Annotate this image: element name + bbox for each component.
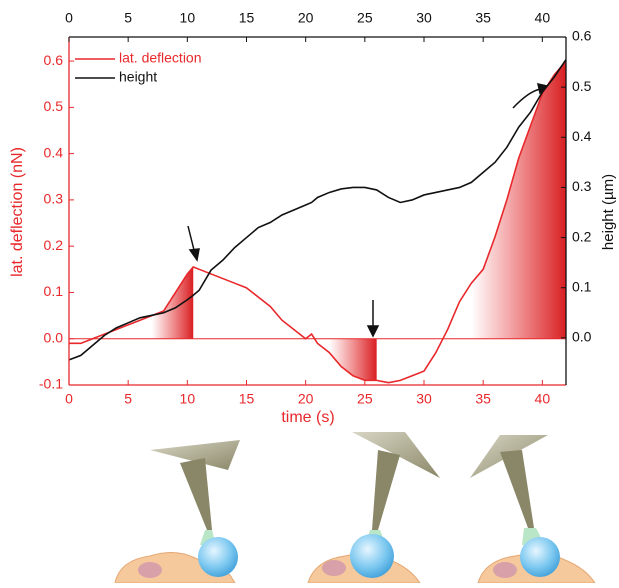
x2-tick-label: 10: [180, 10, 196, 26]
y-tick-label: 0.6: [44, 52, 64, 68]
cell-scene: [307, 432, 440, 584]
plot-area: 0 5 10 15 20 25 30 35 40 0 5 10 15 20 25 30 35 40 -0.1 0.0 0…: [39, 10, 592, 407]
x-tick-label: 35: [475, 391, 491, 407]
y-tick-label: 0.4: [44, 144, 64, 160]
legend-label: lat. deflection: [119, 50, 202, 66]
x-tick-label: 15: [239, 391, 255, 407]
bead: [350, 534, 394, 578]
line: [68, 59, 567, 361]
arrow: [512, 88, 541, 109]
arrow-head: [366, 325, 380, 338]
tip: [180, 458, 212, 530]
tip: [500, 450, 534, 528]
x2-tick-label: 0: [65, 10, 73, 26]
x-tick-label: 40: [535, 391, 551, 407]
y-tick-label: 0.2: [44, 237, 64, 253]
y-tick-label: 0.3: [44, 191, 64, 207]
x2-tick-label: 20: [298, 10, 314, 26]
tip: [372, 450, 400, 530]
nucleus: [322, 560, 346, 576]
nucleus: [138, 562, 162, 578]
x2-tick-label: 15: [239, 10, 255, 26]
arrow-head: [188, 248, 200, 262]
y2-tick-label: 0.2: [572, 228, 592, 244]
y2-tick-label: 0.0: [572, 329, 592, 345]
x-tick-label: 5: [124, 391, 132, 407]
y2-tick-label: 0.1: [572, 278, 592, 294]
y-tick-label: 0.1: [44, 283, 64, 299]
x-tick-label: 0: [65, 391, 73, 407]
x2-tick-label: 40: [535, 10, 551, 26]
x2-tick-label: 5: [124, 10, 132, 26]
cell-scene: [114, 440, 240, 584]
x-tick-label: 20: [298, 391, 314, 407]
nucleus: [493, 562, 517, 578]
legend-label: height: [119, 69, 157, 85]
x-tick-label: 30: [416, 391, 432, 407]
y-tick-label: -0.1: [39, 376, 63, 392]
y2-tick-label: 0.4: [572, 128, 592, 144]
y-tick-label: 0.5: [44, 98, 64, 114]
arrows: [187, 83, 549, 338]
shaded-area: [329, 338, 377, 381]
illustration: [114, 432, 596, 584]
x2-tick-label: 30: [416, 10, 432, 26]
shaded-area: [471, 61, 566, 339]
y2-tick-label: 0.5: [572, 78, 592, 94]
shaded-area: [151, 266, 194, 339]
y2-tick-label: 0.6: [572, 28, 592, 44]
x2-tick-label: 35: [475, 10, 491, 26]
bead: [520, 537, 560, 577]
x-tick-label: 25: [357, 391, 373, 407]
y2-axis-label: height (µm): [600, 174, 617, 250]
y2-tick-label: 0.3: [572, 178, 592, 194]
arrow-head: [537, 83, 549, 95]
y-axis-label: lat. deflection (nN): [9, 147, 26, 277]
x2-tick-label: 25: [357, 10, 373, 26]
y-tick-label: 0.0: [44, 329, 64, 345]
bead: [198, 537, 238, 577]
x-tick-label: 10: [180, 391, 196, 407]
x-axis-label: time (s): [281, 409, 334, 426]
cell-scene: [470, 435, 596, 584]
cantilever: [150, 440, 240, 470]
